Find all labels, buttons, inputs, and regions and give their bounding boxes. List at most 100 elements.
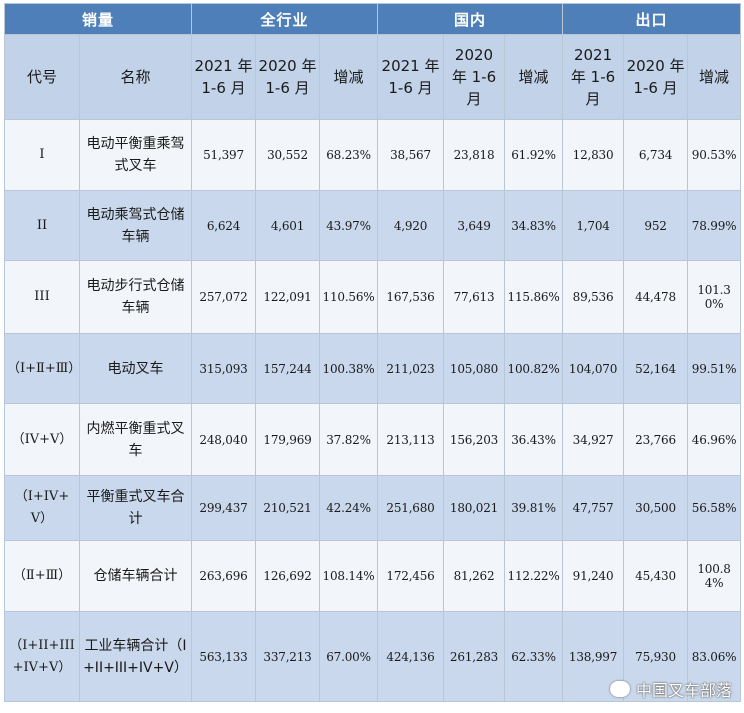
cell: 34,927	[562, 403, 625, 476]
row-code: II	[4, 190, 80, 261]
cell: 23,766	[623, 403, 689, 476]
header-col: 增减	[687, 34, 742, 120]
cell: 179,969	[255, 403, 321, 476]
row-name: 电动步行式仓储车辆	[78, 260, 193, 334]
table-row: I 电动平衡重乘驾式叉车 51,397 30,552 68.23% 38,567…	[4, 119, 742, 191]
header-col: 2020 年 1-6 月	[443, 34, 506, 120]
header-group-export: 出口	[562, 3, 742, 35]
row-name: 电动乘驾式仓储车辆	[78, 190, 193, 261]
row-name: 内燃平衡重式叉车	[78, 403, 193, 476]
cell: 61.92%	[504, 119, 564, 191]
cell: 110.56%	[319, 260, 379, 334]
cell: 23,818	[443, 119, 506, 191]
cell: 37.82%	[319, 403, 379, 476]
cell: 78.99%	[687, 190, 742, 261]
cell: 42.24%	[319, 475, 379, 541]
cell: 67.00%	[319, 611, 379, 702]
header-col: 增减	[319, 34, 379, 120]
cell: 39.81%	[504, 475, 564, 541]
header-code: 代号	[4, 34, 80, 120]
cell: 1,704	[562, 190, 625, 261]
cell: 75,930	[623, 611, 689, 702]
header-col: 2021 年 1-6 月	[191, 34, 257, 120]
cell: 126,692	[255, 540, 321, 612]
cell: 3,649	[443, 190, 506, 261]
row-code: （IV+V）	[4, 403, 80, 476]
cell: 4,601	[255, 190, 321, 261]
cell: 47,757	[562, 475, 625, 541]
cell: 261,283	[443, 611, 506, 702]
row-code: （Ⅰ+Ⅱ+Ⅲ）	[4, 333, 80, 404]
header-column-row: 代号 名称 2021 年 1-6 月 2020 年 1-6 月 增减 2021 …	[4, 34, 742, 120]
cell: 101.30%	[687, 260, 742, 334]
cell: 315,093	[191, 333, 257, 404]
cell: 167,536	[377, 260, 445, 334]
cell: 99.51%	[687, 333, 742, 404]
cell: 6,624	[191, 190, 257, 261]
cell: 56.58%	[687, 475, 742, 541]
header-col: 2020 年 1-6 月	[255, 34, 321, 120]
header-name: 名称	[78, 34, 193, 120]
cell: 299,437	[191, 475, 257, 541]
cell: 172,456	[377, 540, 445, 612]
cell: 38,567	[377, 119, 445, 191]
cell: 112.22%	[504, 540, 564, 612]
cell: 104,070	[562, 333, 625, 404]
table-row: III 电动步行式仓储车辆 257,072 122,091 110.56% 16…	[4, 260, 742, 334]
cell: 424,136	[377, 611, 445, 702]
header-col: 2021 年 1-6 月	[562, 34, 625, 120]
cell: 105,080	[443, 333, 506, 404]
table-row: （Ⅰ+Ⅱ+Ⅲ） 电动叉车 315,093 157,244 100.38% 211…	[4, 333, 742, 404]
cell: 952	[623, 190, 689, 261]
cell: 12,830	[562, 119, 625, 191]
cell: 257,072	[191, 260, 257, 334]
cell: 100.82%	[504, 333, 564, 404]
cell: 211,023	[377, 333, 445, 404]
cell: 248,040	[191, 403, 257, 476]
header-group-all-industry: 全行业	[191, 3, 379, 35]
row-code: III	[4, 260, 80, 334]
row-name: 电动平衡重乘驾式叉车	[78, 119, 193, 191]
cell: 30,500	[623, 475, 689, 541]
row-code: （I+II+III+IV+V）	[4, 611, 80, 702]
cell: 100.84%	[687, 540, 742, 612]
watermark: 中国叉车部落	[609, 677, 732, 701]
cell: 89,536	[562, 260, 625, 334]
header-col: 2020 年 1-6 月	[623, 34, 689, 120]
row-name: 工业车辆合计（I+II+III+IV+V）	[78, 611, 193, 702]
cell: 81,262	[443, 540, 506, 612]
header-col: 2021 年 1-6 月	[377, 34, 445, 120]
cell: 91,240	[562, 540, 625, 612]
cell: 210,521	[255, 475, 321, 541]
header-group-row: 销量 全行业 国内 出口	[3, 3, 742, 35]
cell: 157,244	[255, 333, 321, 404]
watermark-text: 中国叉车部落	[635, 681, 732, 700]
table-row: （IV+V） 内燃平衡重式叉车 248,040 179,969 37.82% 2…	[4, 403, 742, 476]
cell: 52,164	[623, 333, 689, 404]
row-name: 电动叉车	[78, 333, 193, 404]
cell: 180,021	[443, 475, 506, 541]
cell: 156,203	[443, 403, 506, 476]
row-code: I	[4, 119, 80, 191]
cell: 62.33%	[504, 611, 564, 702]
sales-table-container: 销量 全行业 国内 出口 代号 名称 2021 年 1-6 月 2020 年 1…	[3, 3, 742, 709]
cell: 36.43%	[504, 403, 564, 476]
row-name: 仓储车辆合计	[78, 540, 193, 612]
cell: 30,552	[255, 119, 321, 191]
row-name: 平衡重式叉车合计	[78, 475, 193, 541]
cell: 83.06%	[687, 611, 742, 702]
header-sales: 销量	[3, 3, 193, 35]
cell: 337,213	[255, 611, 321, 702]
cell: 46.96%	[687, 403, 742, 476]
cell: 122,091	[255, 260, 321, 334]
table-row: （Ⅱ+Ⅲ） 仓储车辆合计 263,696 126,692 108.14% 172…	[4, 540, 742, 612]
row-code: （I+IV+V）	[4, 475, 80, 541]
cell: 4,920	[377, 190, 445, 261]
cell: 90.53%	[687, 119, 742, 191]
cell: 68.23%	[319, 119, 379, 191]
cell: 213,113	[377, 403, 445, 476]
header-col: 增减	[504, 34, 564, 120]
header-group-domestic: 国内	[377, 3, 564, 35]
sales-table: 销量 全行业 国内 出口 代号 名称 2021 年 1-6 月 2020 年 1…	[3, 3, 742, 702]
table-row: （I+II+III+IV+V） 工业车辆合计（I+II+III+IV+V） 56…	[4, 611, 742, 702]
